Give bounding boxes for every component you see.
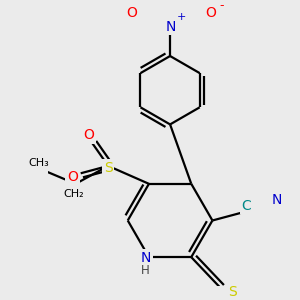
Text: C: C	[242, 199, 251, 212]
Text: O: O	[67, 170, 78, 184]
Text: N: N	[140, 251, 151, 265]
Text: S: S	[228, 285, 237, 299]
Text: N: N	[271, 194, 282, 208]
Text: N: N	[166, 20, 176, 34]
Text: S: S	[104, 160, 112, 175]
Text: CH₂: CH₂	[64, 189, 84, 199]
Text: CH₃: CH₃	[28, 158, 50, 169]
Text: H: H	[141, 265, 150, 278]
Text: O: O	[83, 128, 94, 142]
Text: O: O	[126, 6, 137, 20]
Text: -: -	[219, 0, 224, 12]
Text: O: O	[206, 6, 216, 20]
Text: +: +	[177, 12, 186, 22]
